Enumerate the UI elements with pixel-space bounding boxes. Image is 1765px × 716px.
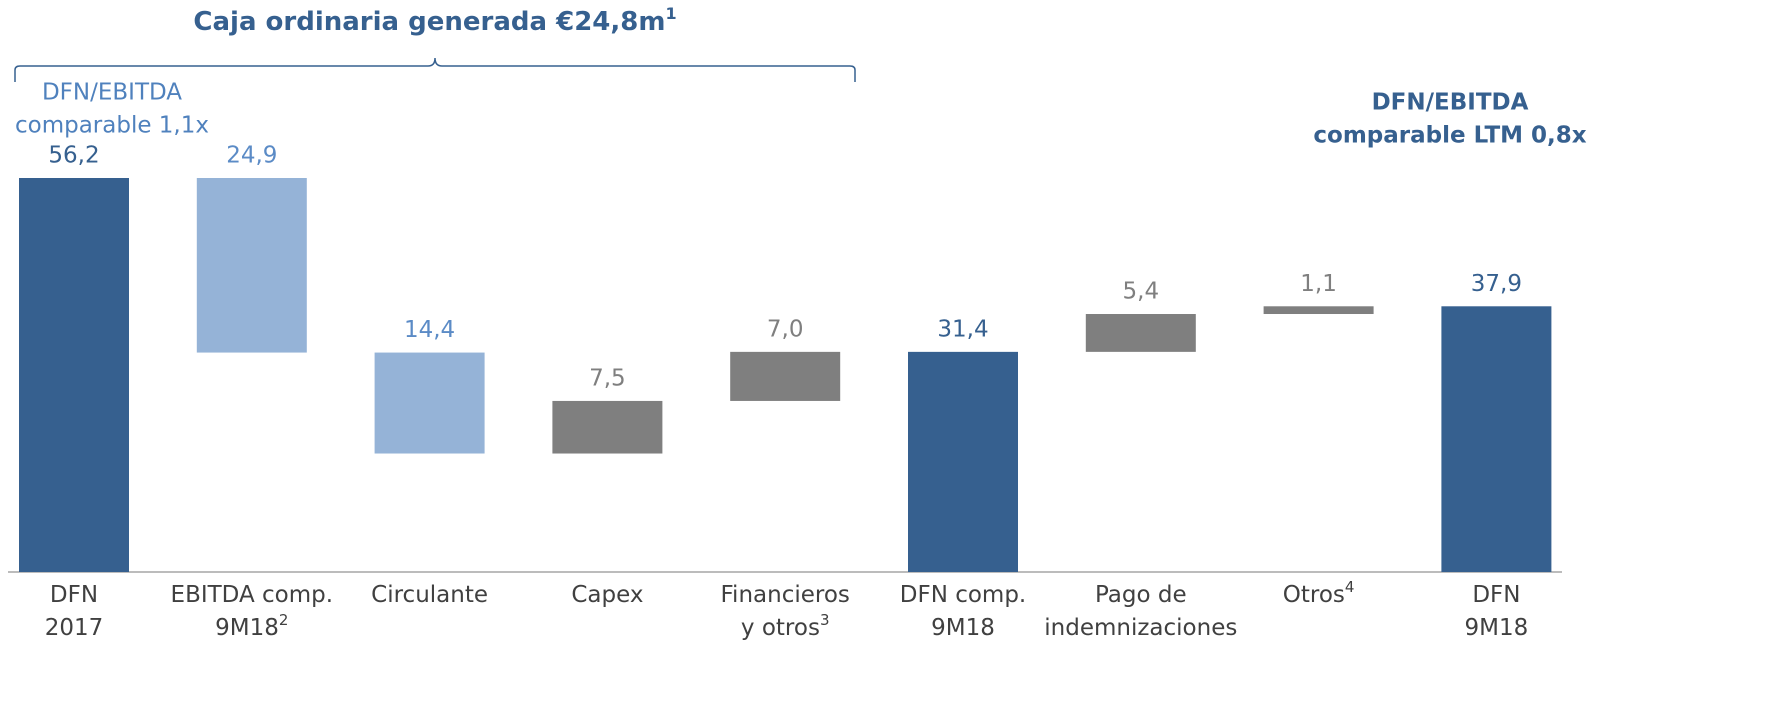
x-tick-label-text: DFN [1472, 582, 1520, 608]
bracket [14, 57, 856, 82]
bar [1085, 314, 1196, 352]
x-tick-label: EBITDA comp. [171, 582, 334, 608]
x-tick-label: Pago de [1095, 582, 1187, 608]
x-tick-label: 9M182 [215, 611, 288, 641]
value-label: 31,4 [937, 316, 988, 342]
x-tick-label-text: DFN comp. [900, 582, 1027, 608]
bar [1441, 306, 1552, 572]
bar [1263, 306, 1374, 315]
x-tick-label-text: 2017 [45, 615, 104, 641]
chart-title: Caja ordinaria generada €24,8m1 [193, 4, 676, 37]
x-tick-label: DFN comp. [900, 582, 1027, 608]
bar [552, 400, 663, 454]
x-tick-label-text: y otros [741, 615, 820, 641]
footnote-marker: 3 [820, 611, 830, 629]
x-tick-label: Financieros [721, 582, 850, 608]
bar [908, 351, 1018, 572]
x-tick-label: DFN [50, 582, 98, 608]
x-tick-label-text: EBITDA comp. [171, 582, 334, 608]
annotation: DFN/EBITDA [1372, 90, 1529, 116]
x-tick-label: 9M18 [1465, 615, 1529, 641]
x-tick-label: indemnizaciones [1044, 615, 1237, 641]
footnote-marker: 2 [279, 611, 289, 629]
x-tick-label-text: Financieros [721, 582, 850, 608]
x-tick-label: y otros3 [741, 611, 830, 641]
x-tick-label-text: Circulante [371, 582, 488, 608]
bar [374, 352, 485, 454]
x-tick-label-text: 9M18 [215, 615, 279, 641]
x-tick-label: 9M18 [931, 615, 995, 641]
footnote-marker: 4 [1345, 578, 1355, 596]
value-label: 24,9 [226, 143, 277, 169]
value-label: 56,2 [48, 143, 99, 169]
x-tick-label-text: indemnizaciones [1044, 615, 1237, 641]
x-tick-label: 2017 [45, 615, 104, 641]
bar [19, 178, 129, 572]
x-tick-label-text: DFN [50, 582, 98, 608]
x-tick-label-text: Capex [571, 582, 643, 608]
annotation: comparable LTM 0,8x [1313, 123, 1586, 149]
value-label: 7,5 [589, 365, 626, 391]
x-tick-label-text: 9M18 [1465, 615, 1529, 641]
annotation: DFN/EBITDA [42, 80, 182, 106]
x-tick-label: Otros4 [1283, 578, 1355, 608]
bar [730, 351, 841, 401]
x-tick-label: DFN [1472, 582, 1520, 608]
x-tick-label: Capex [571, 582, 643, 608]
x-tick-label: Circulante [371, 582, 488, 608]
value-label: 7,0 [767, 316, 804, 342]
value-label: 37,9 [1471, 271, 1522, 297]
x-tick-label-text: 9M18 [931, 615, 995, 641]
bar [196, 178, 307, 353]
value-label: 1,1 [1300, 271, 1337, 297]
value-label: 14,4 [404, 317, 455, 343]
x-tick-label-text: Pago de [1095, 582, 1187, 608]
x-tick-label-text: Otros [1283, 582, 1345, 608]
annotation: comparable 1,1x [15, 113, 209, 139]
value-label: 5,4 [1123, 279, 1160, 305]
